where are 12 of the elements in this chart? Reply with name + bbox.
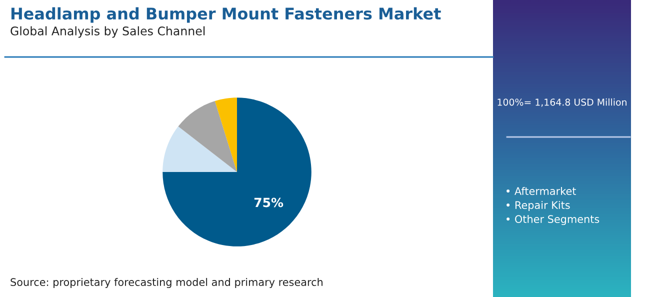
data-label: 75% (254, 198, 284, 208)
source-note: Source: proprietary forecasting model and primary research (10, 278, 322, 288)
text: 100%= 1,164.8 USD Million (498, 98, 626, 107)
pie-slice (162, 126, 237, 172)
text: • Aftermarket (506, 186, 576, 196)
pie-slice (162, 98, 312, 246)
chart-title: Headlamp and Bumper Mount Fasteners Market (11, 7, 441, 23)
pie-slice (178, 100, 237, 172)
pie-slice (214, 98, 237, 172)
text: • Other Segments (506, 214, 600, 226)
chart-subtitle: Global Analysis by Sales Channel (10, 26, 205, 38)
text: • Repair Kits (506, 200, 570, 212)
